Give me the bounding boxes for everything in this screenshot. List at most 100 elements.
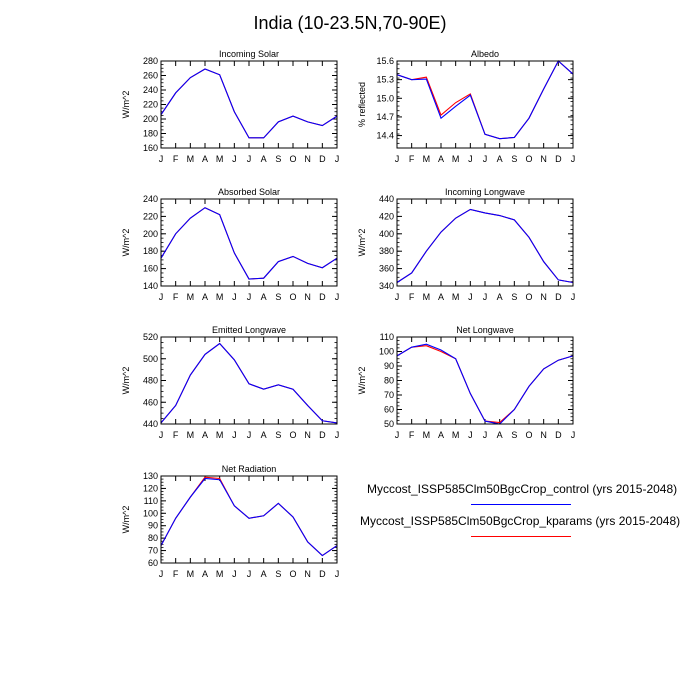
x-tick-label: F	[409, 430, 415, 440]
x-tick-label: J	[483, 292, 488, 302]
x-tick-label: N	[304, 430, 311, 440]
x-tick-label: F	[409, 154, 415, 164]
panel-title: Net Longwave	[456, 325, 514, 335]
series-line-kparams	[160, 68, 338, 139]
x-tick-label: J	[335, 430, 340, 440]
x-tick-label: A	[438, 430, 444, 440]
x-tick-label: J	[483, 154, 488, 164]
x-tick-label: F	[173, 154, 179, 164]
y-tick-label: 15.3	[376, 75, 394, 85]
y-tick-label: 220	[143, 211, 158, 221]
x-tick-label: J	[232, 430, 237, 440]
x-tick-label: J	[232, 154, 237, 164]
y-tick-label: 90	[148, 521, 158, 531]
series-line-kparams	[396, 345, 574, 424]
x-tick-label: D	[319, 569, 326, 579]
y-axis-label: W/m^2	[357, 367, 367, 395]
y-tick-label: 14.7	[376, 112, 394, 122]
y-tick-label: 420	[379, 211, 394, 221]
x-tick-label: A	[202, 430, 208, 440]
y-tick-label: 340	[379, 281, 394, 291]
x-tick-label: S	[275, 292, 281, 302]
x-tick-label: J	[232, 292, 237, 302]
y-tick-label: 220	[143, 100, 158, 110]
x-tick-label: J	[247, 292, 252, 302]
y-tick-label: 240	[143, 194, 158, 204]
x-tick-label: J	[232, 569, 237, 579]
x-tick-label: F	[173, 430, 179, 440]
y-tick-label: 140	[143, 281, 158, 291]
series-line-control	[160, 342, 338, 424]
series-line-control	[396, 343, 574, 425]
y-tick-label: 100	[379, 347, 394, 357]
series-line-kparams	[160, 476, 338, 557]
y-tick-label: 160	[143, 264, 158, 274]
series-line-control	[160, 68, 338, 139]
x-tick-label: M	[452, 292, 460, 302]
x-tick-label: S	[275, 154, 281, 164]
x-tick-label: A	[261, 430, 267, 440]
x-tick-label: J	[247, 430, 252, 440]
x-tick-label: M	[216, 569, 224, 579]
plot-frame	[396, 198, 574, 287]
x-tick-label: N	[540, 292, 547, 302]
x-tick-label: O	[289, 154, 296, 164]
y-tick-label: 15.0	[376, 93, 394, 103]
y-tick-label: 160	[143, 143, 158, 153]
x-tick-label: S	[275, 430, 281, 440]
y-tick-label: 60	[148, 558, 158, 568]
x-tick-label: N	[540, 430, 547, 440]
y-tick-label: 110	[144, 496, 158, 506]
x-tick-label: M	[423, 154, 431, 164]
y-tick-label: 480	[143, 376, 158, 386]
x-tick-label: A	[497, 154, 503, 164]
y-tick-label: 130	[143, 471, 158, 481]
x-tick-label: J	[395, 292, 400, 302]
plot-frame	[160, 475, 338, 564]
legend-kparams-line	[471, 536, 571, 537]
series-line-kparams	[160, 207, 338, 280]
x-tick-label: A	[261, 292, 267, 302]
y-tick-label: 360	[379, 264, 394, 274]
legend-control-label: Myccost_ISSP585Clm50BgcCrop_control (yrs…	[367, 482, 678, 496]
y-tick-label: 260	[143, 71, 158, 81]
x-tick-label: A	[202, 292, 208, 302]
x-tick-label: D	[555, 292, 562, 302]
y-tick-label: 110	[380, 332, 394, 342]
x-tick-label: A	[261, 154, 267, 164]
y-tick-label: 200	[143, 229, 158, 239]
y-tick-label: 500	[143, 354, 158, 364]
x-tick-label: J	[571, 154, 576, 164]
x-tick-label: O	[289, 430, 296, 440]
y-tick-label: 15.6	[376, 56, 394, 66]
x-tick-label: J	[335, 292, 340, 302]
series-line-control	[160, 207, 338, 280]
x-tick-label: N	[304, 154, 311, 164]
panel-title: Incoming Longwave	[445, 187, 525, 197]
x-tick-label: A	[261, 569, 267, 579]
x-tick-label: M	[452, 154, 460, 164]
y-axis-label: % reflected	[357, 82, 367, 127]
series-line-control	[160, 477, 338, 557]
y-tick-label: 180	[143, 246, 158, 256]
series-line-kparams	[396, 60, 574, 140]
y-tick-label: 50	[384, 419, 394, 429]
x-tick-label: D	[319, 154, 326, 164]
series-line-control	[396, 60, 574, 140]
y-tick-label: 400	[379, 229, 394, 239]
x-tick-label: M	[187, 292, 195, 302]
plot-frame	[396, 336, 574, 425]
x-tick-label: F	[173, 569, 179, 579]
x-tick-label: M	[187, 154, 195, 164]
x-tick-label: J	[468, 154, 473, 164]
y-axis-label: W/m^2	[357, 229, 367, 257]
x-tick-label: N	[540, 154, 547, 164]
x-tick-label: S	[511, 154, 517, 164]
x-tick-label: M	[216, 430, 224, 440]
x-tick-label: J	[159, 430, 164, 440]
x-tick-label: O	[525, 292, 532, 302]
